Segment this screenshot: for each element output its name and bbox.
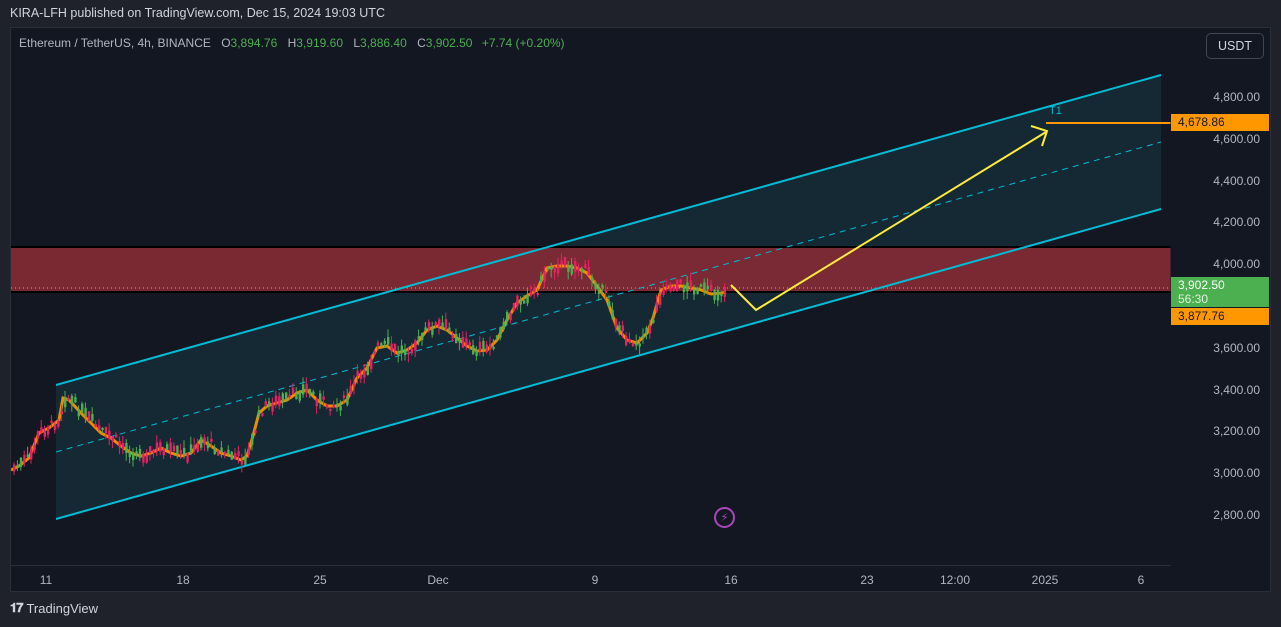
price-label: 2,800.00: [1213, 508, 1260, 522]
time-label: 6: [1137, 573, 1145, 587]
price-label: 3,000.00: [1213, 466, 1260, 480]
tradingview-logo-icon: 𝟏𝟕: [10, 600, 24, 615]
price-label: 3,600.00: [1213, 341, 1260, 355]
last-price-value: 3,902.50: [1178, 278, 1225, 292]
projection-arrowhead: [1030, 125, 1049, 147]
last-price-tag: 3,902.50 56:30: [1171, 277, 1269, 307]
time-label: 16: [724, 573, 738, 587]
time-label: 18: [176, 573, 190, 587]
symbol-legend: Ethereum / TetherUS, 4h, BINANCE O3,894.…: [19, 36, 565, 50]
channel-lower-line: [55, 208, 1162, 520]
ma-price-tag: 3,877.76: [1171, 308, 1269, 325]
symbol-name[interactable]: Ethereum / TetherUS, 4h, BINANCE: [19, 36, 211, 50]
price-label: 4,200.00: [1213, 215, 1260, 229]
brand-name: TradingView: [26, 600, 99, 616]
open-label: O: [221, 36, 231, 50]
candlestick-series: [13, 253, 726, 475]
footer-brand[interactable]: 𝟏𝟕 TradingView: [10, 600, 98, 616]
time-label: 9: [591, 573, 599, 587]
close-label: C: [417, 36, 426, 50]
resistance-zone: [11, 247, 1171, 292]
time-label: 23: [860, 573, 874, 587]
price-label: 3,200.00: [1213, 424, 1260, 438]
time-label: 25: [313, 573, 327, 587]
low-label: L: [353, 36, 361, 50]
price-label: 4,600.00: [1213, 132, 1260, 146]
time-label: 11: [39, 573, 53, 587]
price-chart[interactable]: [11, 28, 1271, 592]
currency-button[interactable]: USDT: [1206, 33, 1264, 59]
change-value: +7.74 (+0.20%): [481, 36, 565, 50]
open-value: 3,894.76: [230, 36, 278, 50]
time-label: 2025: [1031, 573, 1059, 587]
time-axis[interactable]: 11 18 25 Dec 9 16 23 12:00 2025 6: [11, 565, 1171, 591]
high-label: H: [287, 36, 297, 50]
publish-info: KIRA-LFH published on TradingView.com, D…: [10, 6, 385, 20]
price-label: 4,000.00: [1213, 257, 1260, 271]
close-value: 3,902.50: [425, 36, 473, 50]
channel-upper-line: [55, 74, 1162, 386]
time-label: 12:00: [939, 573, 971, 587]
price-label: 3,400.00: [1213, 383, 1260, 397]
price-label: 4,400.00: [1213, 174, 1260, 188]
projection-path: [730, 131, 1047, 312]
low-value: 3,886.40: [360, 36, 407, 50]
chart-panel[interactable]: Ethereum / TetherUS, 4h, BINANCE O3,894.…: [10, 27, 1271, 592]
high-value: 3,919.60: [296, 36, 343, 50]
time-label: Dec: [427, 573, 449, 587]
price-label: 4,800.00: [1213, 90, 1260, 104]
lightning-icon[interactable]: ⚡: [714, 507, 735, 528]
target-price-tag: 4,678.86: [1171, 114, 1269, 131]
target-label: T1: [1049, 105, 1062, 117]
bar-countdown: 56:30: [1178, 292, 1209, 306]
